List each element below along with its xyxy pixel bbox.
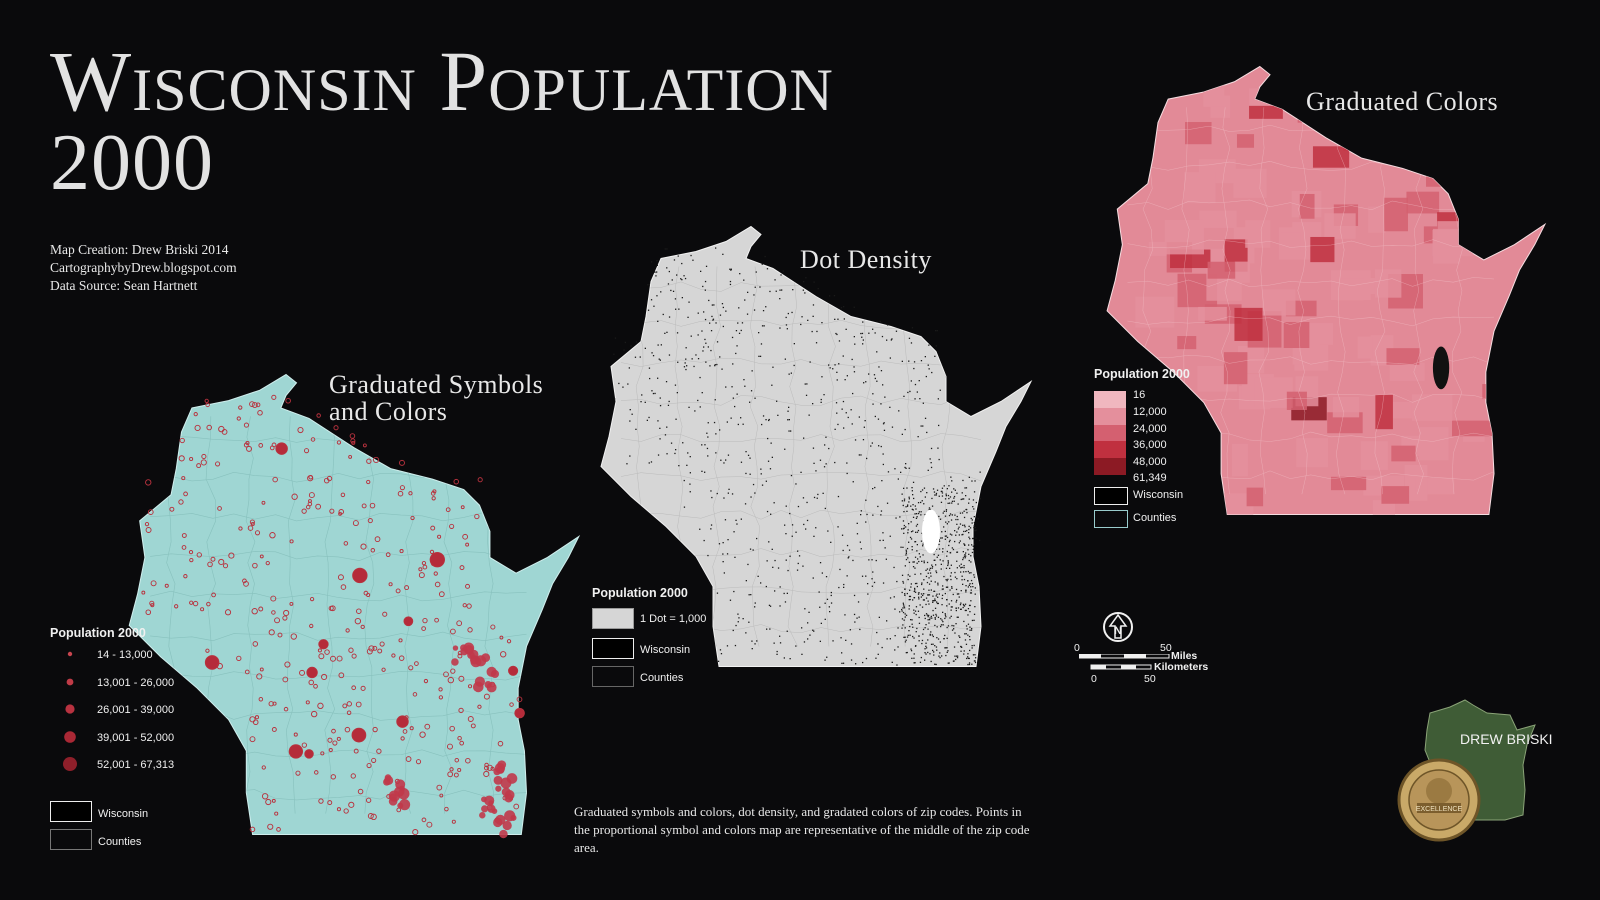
colors-legend-break-3: 24,000 (1133, 423, 1167, 435)
dot-density-legend: Population 2000 1 Dot = 1,000 Wisconsin … (592, 586, 742, 687)
title-year: 2000 (50, 119, 214, 207)
scale-bar: N 0 50 Miles Kilometers 0 50 (1074, 610, 1214, 690)
symbols-legend-wisconsin-swatch (50, 801, 92, 822)
colors-legend-title: Population 2000 (1094, 367, 1190, 381)
symbol-class-1 (67, 651, 73, 657)
colors-legend-counties-swatch (1094, 510, 1128, 528)
symbols-legend-title: Population 2000 (50, 626, 146, 640)
symbol-class-5 (63, 757, 77, 771)
dot-legend-counties: Counties (640, 672, 684, 684)
graduated-colors-map-title: Graduated Colors (1306, 87, 1499, 116)
symbol-class-3 (65, 704, 75, 714)
symbol-class-2 (66, 678, 74, 686)
colors-legend-wisconsin: Wisconsin (1133, 489, 1184, 501)
dot-legend-counties-swatch (592, 666, 634, 687)
scale-bars-graphic (1079, 654, 1170, 670)
scale-km-label: Kilometers (1154, 661, 1209, 673)
graduated-colors-legend: Population 2000 16 12,000 24,000 36,000 … (1094, 367, 1254, 532)
page-title: Wisconsin Population 2000 (50, 38, 834, 207)
north-arrow-icon: N (1103, 612, 1133, 642)
scale-miles-label: Miles (1171, 650, 1198, 662)
credit-site: CartographybyDrew.blogspot.com (50, 260, 237, 275)
colors-legend-break-1: 16 (1133, 389, 1146, 401)
svg-text:N: N (1114, 625, 1122, 637)
symbols-legend-class-1: 14 - 13,000 (97, 649, 153, 661)
colors-legend-break-6: 61,349 (1133, 472, 1167, 484)
badge-seal-text: EXCELLENCE (1416, 806, 1463, 813)
symbols-legend-class-4: 39,001 - 52,000 (97, 732, 175, 744)
dot-legend-wisconsin-swatch (592, 638, 634, 659)
credit-creator: Map Creation: Drew Briski 2014 (50, 242, 229, 257)
scale-km-zero: 0 (1091, 673, 1097, 685)
dot-legend-dot-swatch (592, 608, 634, 629)
colors-legend-break-5: 48,000 (1133, 456, 1167, 468)
colors-legend-break-2: 12,000 (1133, 406, 1167, 418)
scale-km-max: 50 (1144, 673, 1156, 685)
dot-density-map-title: Dot Density (800, 245, 932, 274)
dot-density-map (600, 226, 1032, 667)
scale-miles-zero: 0 (1074, 642, 1080, 654)
caption: Graduated symbols and colors, dot densit… (574, 804, 1030, 855)
graduated-colors-map (1106, 66, 1546, 516)
symbols-legend-counties: Counties (98, 836, 142, 848)
symbols-legend-class-3: 26,001 - 39,000 (97, 704, 175, 716)
symbols-legend-class-2: 13,001 - 26,000 (97, 677, 175, 689)
colors-legend-break-4: 36,000 (1133, 439, 1167, 451)
symbols-map (128, 374, 580, 839)
badge-name: DREW BRISKI (1460, 731, 1553, 747)
symbols-legend-counties-swatch (50, 829, 92, 850)
scale-miles-max: 50 (1160, 642, 1172, 654)
symbols-legend: Population 2000 14 - 13,000 13,001 - 26,… (50, 626, 250, 856)
credits: Map Creation: Drew Briski 2014 Cartograp… (50, 241, 237, 295)
colors-legend-wisconsin-swatch (1094, 487, 1128, 505)
colors-legend-counties: Counties (1133, 512, 1177, 524)
symbols-map-title: Graduated Symbols and Colors (329, 370, 544, 426)
dot-legend-wisconsin: Wisconsin (640, 644, 691, 656)
credit-source: Data Source: Sean Hartnett (50, 278, 198, 293)
dot-legend-dot-label: 1 Dot = 1,000 (640, 613, 707, 625)
symbols-legend-class-5: 52,001 - 67,313 (97, 759, 175, 771)
symbols-legend-wisconsin: Wisconsin (98, 808, 149, 820)
dot-legend-title: Population 2000 (592, 586, 688, 600)
symbol-class-4 (64, 731, 76, 743)
title-line-1: Wisconsin Population (50, 33, 834, 129)
colors-legend-ramp (1094, 391, 1126, 475)
author-badge: DREW BRISKI EXCELLENCE (1395, 695, 1555, 855)
